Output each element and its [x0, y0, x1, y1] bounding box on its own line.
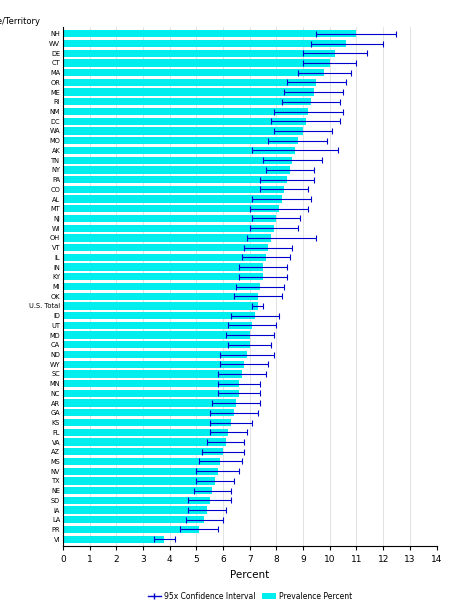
Bar [63, 439, 226, 446]
Bar [63, 185, 284, 193]
Bar [63, 263, 263, 271]
Bar [63, 50, 335, 57]
Bar [63, 467, 218, 475]
Bar [63, 30, 356, 37]
Bar [63, 176, 287, 183]
Bar [63, 390, 239, 397]
Bar [63, 196, 282, 203]
Bar [63, 98, 311, 106]
Bar [63, 69, 324, 76]
Bar [63, 370, 242, 377]
Bar [63, 293, 258, 300]
Bar [63, 351, 247, 358]
Bar [63, 331, 250, 339]
Bar [63, 322, 252, 329]
Bar [63, 487, 212, 494]
Bar [63, 526, 199, 533]
Bar [63, 361, 244, 368]
X-axis label: Percent: Percent [230, 569, 270, 580]
Bar [63, 341, 250, 349]
Bar [63, 283, 261, 290]
Bar [63, 477, 215, 485]
Bar [63, 448, 223, 455]
Bar [63, 516, 204, 523]
Bar [63, 400, 236, 407]
Bar [63, 147, 295, 154]
Bar [63, 166, 290, 173]
Bar [63, 40, 346, 47]
Bar [63, 419, 231, 426]
Bar [63, 458, 220, 465]
Bar [63, 157, 292, 164]
Bar [63, 224, 274, 232]
Bar [63, 244, 268, 251]
Bar [63, 79, 316, 86]
Bar [63, 137, 298, 145]
Bar [63, 215, 276, 222]
Bar [63, 254, 266, 261]
Bar [63, 409, 234, 416]
Bar [63, 127, 303, 134]
Bar [63, 506, 207, 514]
Bar [63, 234, 271, 242]
Bar [63, 312, 255, 319]
Bar [63, 205, 279, 212]
Bar [63, 302, 258, 310]
Bar [63, 59, 330, 67]
Bar [63, 108, 308, 115]
Bar [63, 497, 210, 504]
Bar [63, 118, 306, 125]
Bar [63, 380, 239, 388]
Legend: 95x Confidence Interval, Prevalence Percent: 95x Confidence Interval, Prevalence Perc… [144, 589, 355, 600]
Bar [63, 273, 263, 280]
Bar [63, 88, 314, 96]
Bar [63, 536, 164, 543]
Text: State/Territory: State/Territory [0, 17, 41, 26]
Bar [63, 428, 229, 436]
